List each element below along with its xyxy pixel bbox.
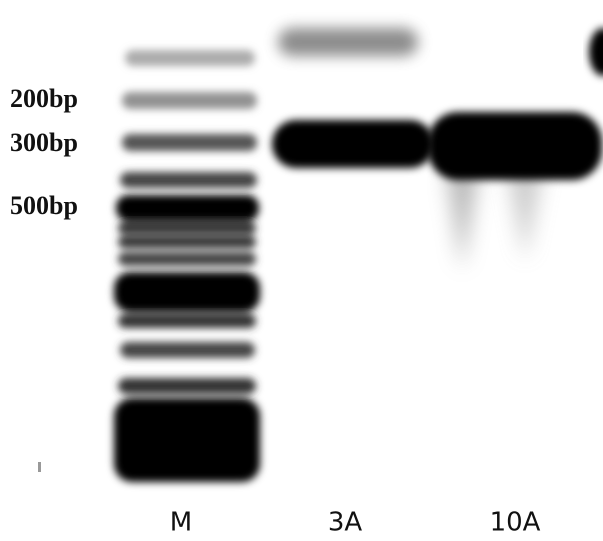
size-label: 300bp <box>10 128 78 157</box>
speck <box>38 462 41 472</box>
size-label: 500bp <box>10 191 78 220</box>
lane-3a <box>272 28 434 168</box>
lane-label: 10A <box>490 508 541 538</box>
lane-label: 3A <box>328 508 363 538</box>
lane-10a <box>428 28 603 270</box>
ladder-lane <box>114 50 260 482</box>
lane-label: M <box>170 508 192 538</box>
size-label: 200bp <box>10 84 78 113</box>
